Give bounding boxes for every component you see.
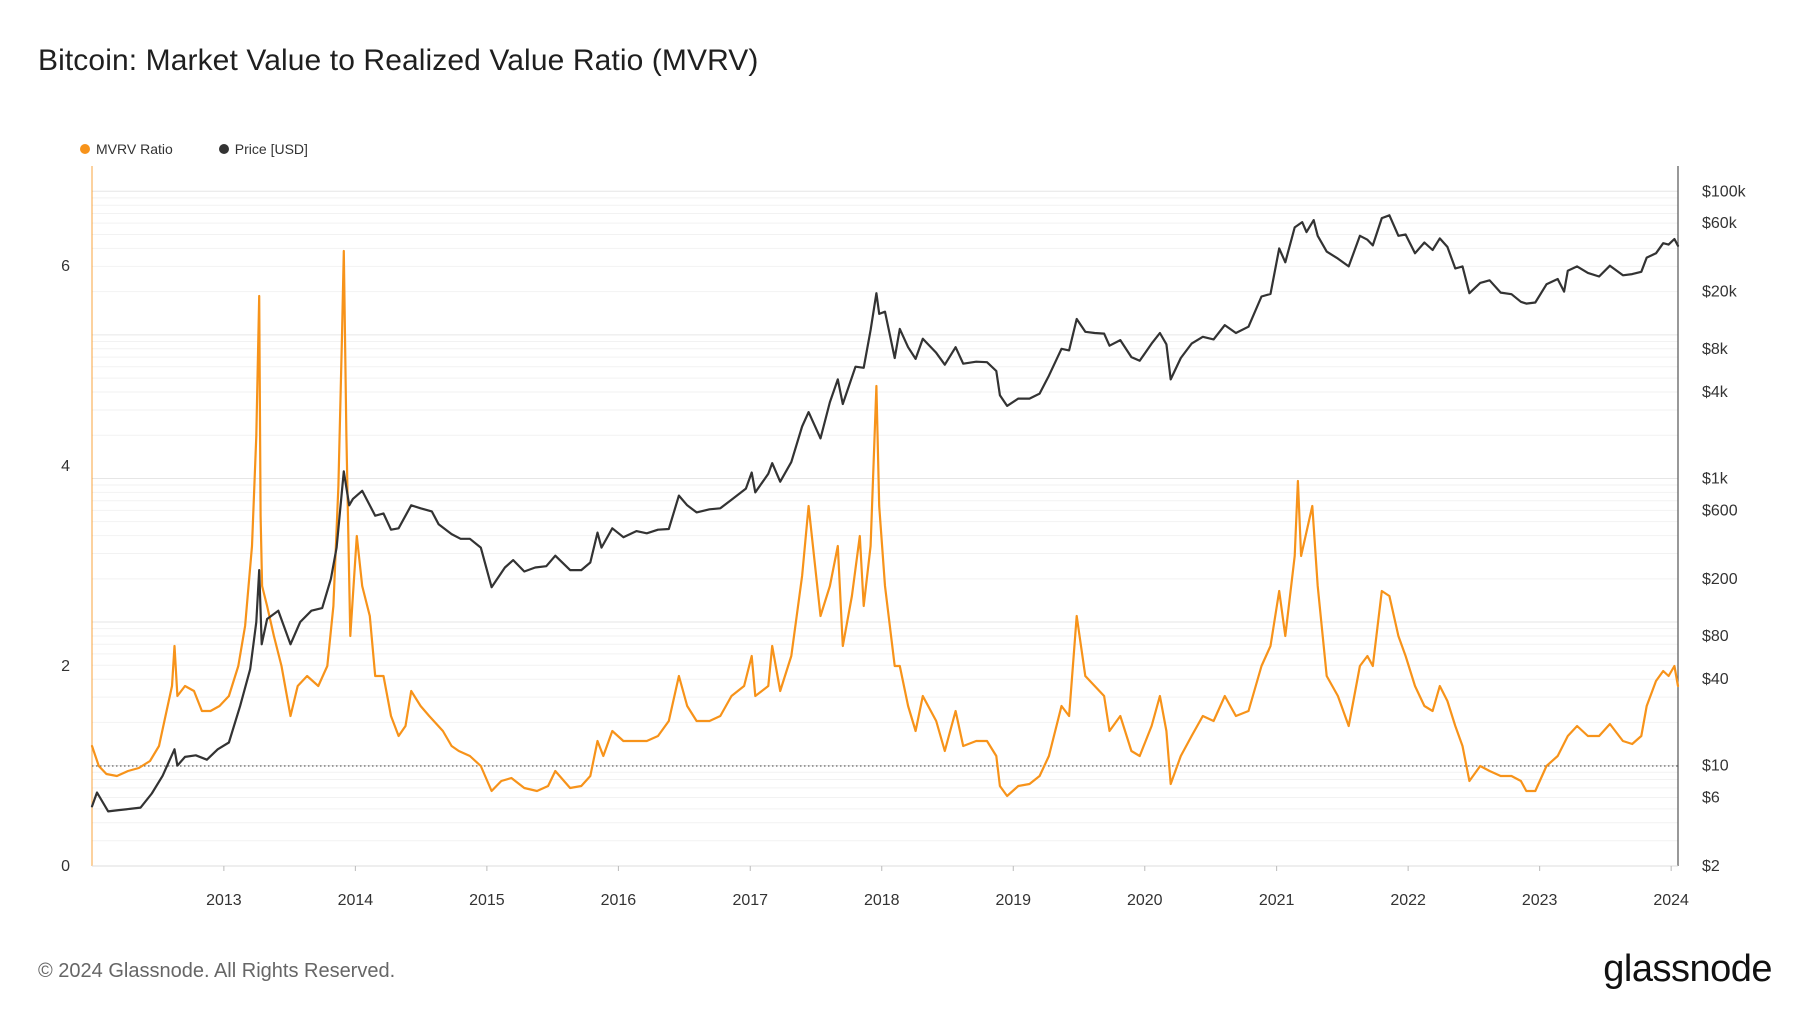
x-axis-tick-label: 2014 (338, 892, 374, 909)
right-axis-tick-label: $8k (1702, 341, 1729, 358)
right-axis-tick-label: $2 (1702, 858, 1720, 875)
grid-lines (92, 190, 1678, 867)
x-axis-tick-label: 2018 (864, 892, 900, 909)
copyright-text: © 2024 Glassnode. All Rights Reserved. (38, 960, 396, 982)
right-axis-tick-label: $1k (1702, 470, 1729, 487)
right-axis-tick-label: $600 (1702, 502, 1738, 519)
legend-item-mvrv[interactable]: MVRV Ratio (80, 141, 173, 157)
x-axis-tick-label: 2016 (601, 892, 637, 909)
price-usd-line (90, 214, 1680, 813)
glassnode-logo: glassnode (1603, 948, 1772, 990)
legend-label-price: Price [USD] (234, 141, 308, 157)
chart-title: Bitcoin: Market Value to Realized Value … (38, 44, 759, 77)
right-axis-tick-label: $100k (1702, 183, 1747, 200)
right-axis-tick-label: $40 (1702, 671, 1729, 688)
right-axis-tick-label: $80 (1702, 628, 1729, 645)
x-axis-tick-label: 2021 (1259, 892, 1295, 909)
left-axis-tick-label: 2 (61, 658, 70, 675)
legend-label-mvrv: MVRV Ratio (96, 141, 173, 157)
x-axis-tick-label: 2019 (995, 892, 1031, 909)
x-axis-tick-label: 2013 (206, 892, 242, 909)
x-axis-tick-label: 2017 (732, 892, 768, 909)
x-axis-tick-label: 2024 (1653, 892, 1689, 909)
legend-swatch-mvrv (80, 144, 90, 154)
x-axis-tick-label: 2023 (1522, 892, 1558, 909)
left-axis-tick-label: 6 (61, 258, 70, 275)
legend-item-price[interactable]: Price [USD] (218, 141, 308, 157)
right-axis-tick-label: $200 (1702, 571, 1738, 588)
right-axis-tick-label: $60k (1702, 215, 1738, 232)
mvrv-ratio-line (90, 249, 1680, 798)
right-axis-tick-label: $20k (1702, 284, 1738, 301)
x-axis-tick-label: 2020 (1127, 892, 1163, 909)
legend: MVRV Ratio Price [USD] (80, 141, 308, 157)
left-axis-tick-label: 4 (61, 458, 70, 475)
x-axis-tick-label: 2015 (469, 892, 505, 909)
right-axis-tick-label: $10 (1702, 758, 1729, 775)
right-axis-tick-label: $4k (1702, 384, 1729, 401)
legend-swatch-price (218, 144, 229, 154)
right-axis-tick-label: $6 (1702, 789, 1720, 806)
left-axis-tick-label: 0 (61, 858, 70, 875)
x-axis-tick-label: 2022 (1390, 892, 1426, 909)
